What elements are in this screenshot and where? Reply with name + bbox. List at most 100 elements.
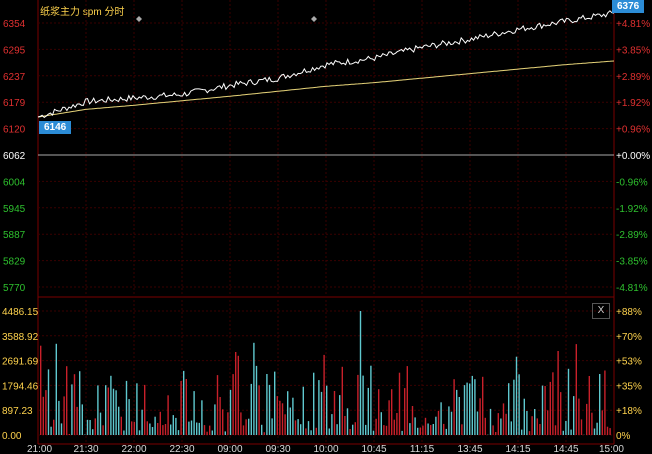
volume-bar [141,409,143,435]
volume-bar [302,386,304,435]
volume-bar [237,355,239,435]
volume-bar [40,345,42,435]
volume-bar [357,374,359,435]
volume-bar [349,429,351,435]
volume-bar [344,416,346,435]
volume-bar [570,429,572,435]
volume-bar [518,374,520,435]
volume-bar [102,425,104,435]
percent-axis-label: +1.92% [616,98,650,109]
volume-bar [333,391,336,435]
percent-axis-label: -4.81% [616,283,648,294]
price-line [37,10,615,119]
volume-bar [560,392,562,435]
volume-bar [362,375,364,435]
volume-bar [354,422,356,435]
volume-bar [164,424,167,435]
volume-bar [466,382,468,435]
volume-bar [385,425,388,435]
volume-bar [435,416,437,435]
volume-bar [203,425,206,435]
volume-bar [177,430,180,435]
volume-bar [573,396,575,435]
close-volume-panel-button[interactable]: X [592,303,610,319]
price-axis-label: 5829 [3,257,26,268]
volume-bar [320,391,323,435]
volume-bar [474,379,476,435]
percent-axis-label: -1.92% [616,204,648,215]
percent-axis-label: -2.89% [616,230,648,241]
volume-bar [125,380,128,435]
volume-bar [427,423,429,435]
volume-bar [66,366,68,435]
volume-bar [266,374,268,435]
volume-bar [547,410,549,435]
time-axis-label: 13:45 [457,444,482,454]
price-axis-label: 5770 [3,283,26,294]
volume-bar [523,398,525,435]
volume-bar [396,413,398,435]
price-axis-label: 6237 [3,72,26,83]
volume-bar [258,385,260,435]
volume-bar [471,375,473,435]
volume-bar [196,422,198,435]
volume-bar [391,389,393,435]
volume-bar [151,427,154,435]
volume-bar [261,424,263,435]
volume-bar [274,371,276,435]
percent-axis-label: +3.85% [616,45,650,56]
volume-bar [580,419,583,435]
volume-bar [378,389,380,435]
volume-bar [175,417,177,435]
volume-bar [456,389,458,435]
volume-bar [549,381,551,435]
volume-bar [170,424,172,435]
volume-bar [294,420,297,435]
volume-bar [289,407,291,435]
volume-bar [287,391,289,435]
volume-bar [372,430,375,435]
volume-bar [92,429,94,435]
volume-bar [222,409,224,435]
volume-bar [453,379,455,435]
volume-bar [131,421,133,435]
volume-bar [73,374,76,435]
volume-bar [76,406,78,435]
volume-bar [336,424,338,435]
volume-bar [430,425,432,435]
volume-bar [250,383,252,435]
volume-bar [352,424,354,435]
volume-bar [521,429,523,435]
volume-bar [248,418,250,435]
price-axis-label: 5887 [3,230,26,241]
volume-bar [229,389,232,435]
volume-bar [118,406,120,435]
price-axis-label: 6004 [3,177,26,188]
average-price-line [37,60,615,118]
volume-bar [157,423,159,435]
time-axis-label: 10:45 [361,444,386,454]
volume-bar [591,412,593,435]
volume-bar [424,417,427,435]
volume-bar [575,344,577,435]
volume-bar [81,404,83,435]
time-axis-label: 22:00 [121,444,146,454]
volume-bar [167,395,169,435]
volume-axis-label: 897.23 [2,406,33,417]
volume-bar [544,386,546,435]
volume-bar [242,425,245,435]
volume-bar [599,374,601,435]
volume-bar [193,391,195,435]
volume-bar [63,396,65,435]
volume-bar [84,434,86,435]
volume-bar [331,414,333,435]
volume-axis-label: 0.00 [2,431,22,442]
volume-bar [115,390,117,435]
volume-bar [310,430,312,435]
volume-bar [404,388,406,435]
chart-title: 纸浆主力 spm 分时 [40,7,125,18]
price-axis-label: 5945 [3,204,26,215]
volume-bar [323,354,325,435]
volume-bar [216,375,219,435]
